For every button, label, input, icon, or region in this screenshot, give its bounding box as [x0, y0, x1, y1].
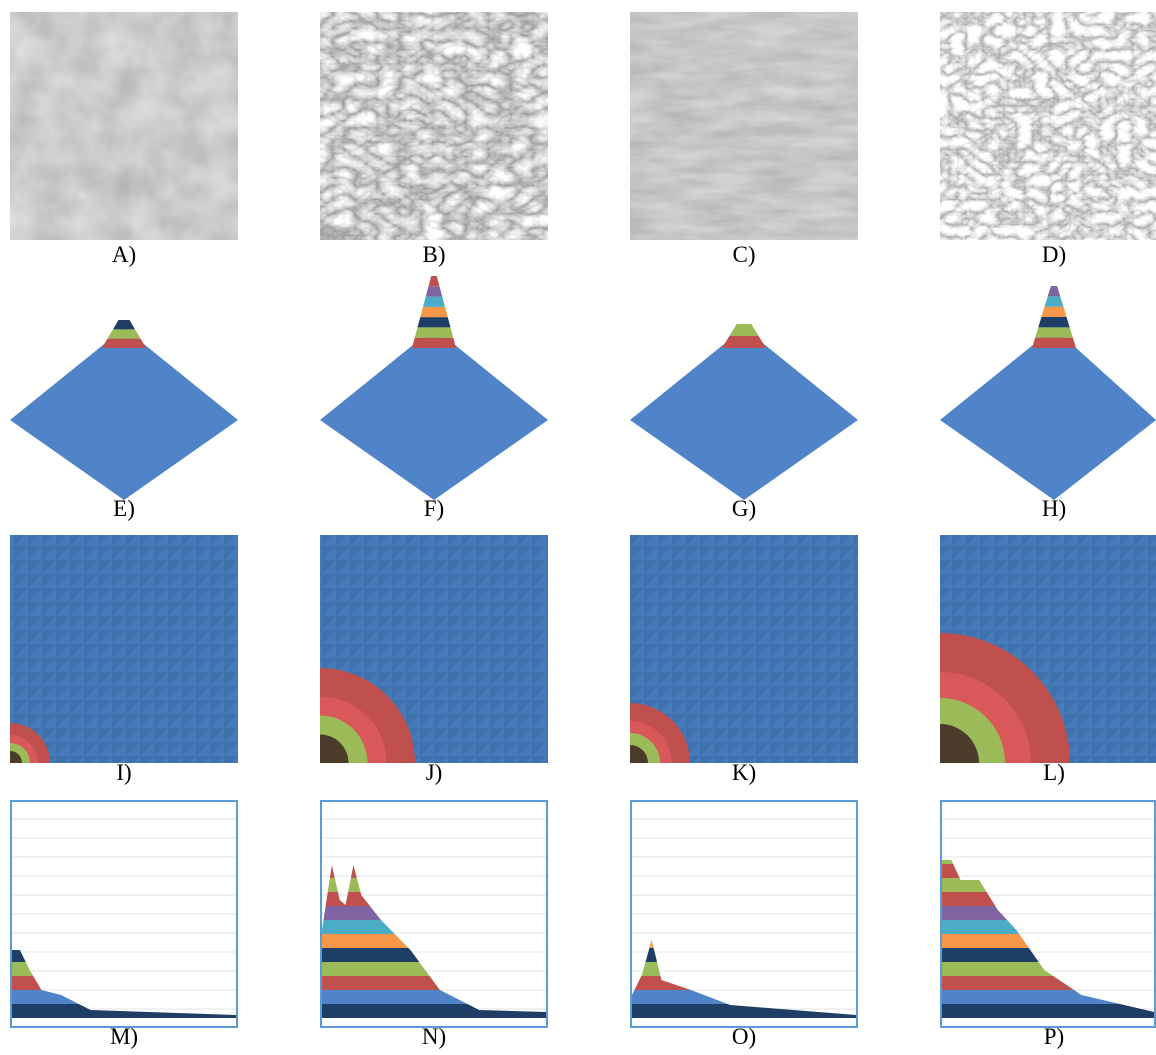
panel-label: B): [423, 242, 446, 267]
panel: H): [940, 286, 1156, 521]
peak-band: [418, 317, 451, 327]
peak-band: [429, 276, 440, 286]
panel: J): [320, 535, 548, 785]
profile-band: [942, 1004, 1154, 1018]
panel: M): [11, 801, 237, 1049]
peak-band: [729, 324, 758, 336]
peak-band: [420, 307, 448, 317]
surface: [630, 328, 858, 500]
peak-band: [1048, 286, 1061, 296]
peak-band: [1035, 327, 1073, 337]
texture-image: [10, 12, 238, 240]
panel-label: C): [733, 242, 756, 267]
panel-label: L): [1043, 760, 1065, 785]
panel: K): [630, 535, 858, 785]
peak-band: [722, 336, 766, 348]
panel: N): [321, 801, 547, 1049]
texture-image: [320, 12, 548, 240]
peak-band: [415, 327, 454, 337]
surface: [10, 328, 238, 500]
panel-label: G): [732, 496, 756, 521]
panel: D): [940, 12, 1156, 267]
figure: A) B) C) D) E) F) G) H) I) J) K) L) M) N) O) P): [0, 0, 1156, 1055]
peak-band: [108, 329, 141, 338]
panel: P): [941, 801, 1155, 1049]
peak-band: [1041, 307, 1066, 317]
peak-band: [102, 339, 146, 348]
panel: C): [630, 12, 858, 267]
surface-top: [10, 535, 238, 763]
panel-label: E): [113, 496, 135, 521]
peak-band: [412, 338, 456, 348]
panel-label: D): [1042, 242, 1066, 267]
panel: B): [320, 12, 548, 267]
peak-band: [423, 297, 445, 307]
panel: I): [10, 535, 238, 785]
peak-band: [113, 320, 135, 329]
panel-label: I): [116, 760, 131, 785]
panel-label: N): [422, 1024, 446, 1049]
peak-band: [1032, 338, 1076, 348]
peak-band: [426, 286, 443, 296]
panel: F): [320, 276, 548, 521]
panel-label: J): [426, 760, 443, 785]
peak-band: [1045, 296, 1064, 306]
page: {"panels": [ {"label": "A)"}, {"label": …: [0, 0, 1156, 1055]
panel-label: M): [110, 1024, 138, 1049]
panel: O): [631, 801, 857, 1049]
surface: [320, 328, 548, 500]
panel: A): [10, 12, 238, 267]
panel-label: K): [732, 760, 756, 785]
panel-label: P): [1044, 1024, 1064, 1049]
peak-band: [1038, 317, 1069, 327]
panel-label: O): [732, 1024, 756, 1049]
texture-image: [940, 12, 1156, 240]
panel: L): [940, 535, 1156, 785]
panel: G): [630, 324, 858, 521]
panel: E): [10, 320, 238, 521]
panel-label: A): [112, 242, 136, 267]
panel-label: H): [1042, 496, 1066, 521]
texture-image: [630, 12, 858, 240]
panel-label: F): [424, 496, 444, 521]
surface: [940, 328, 1156, 500]
